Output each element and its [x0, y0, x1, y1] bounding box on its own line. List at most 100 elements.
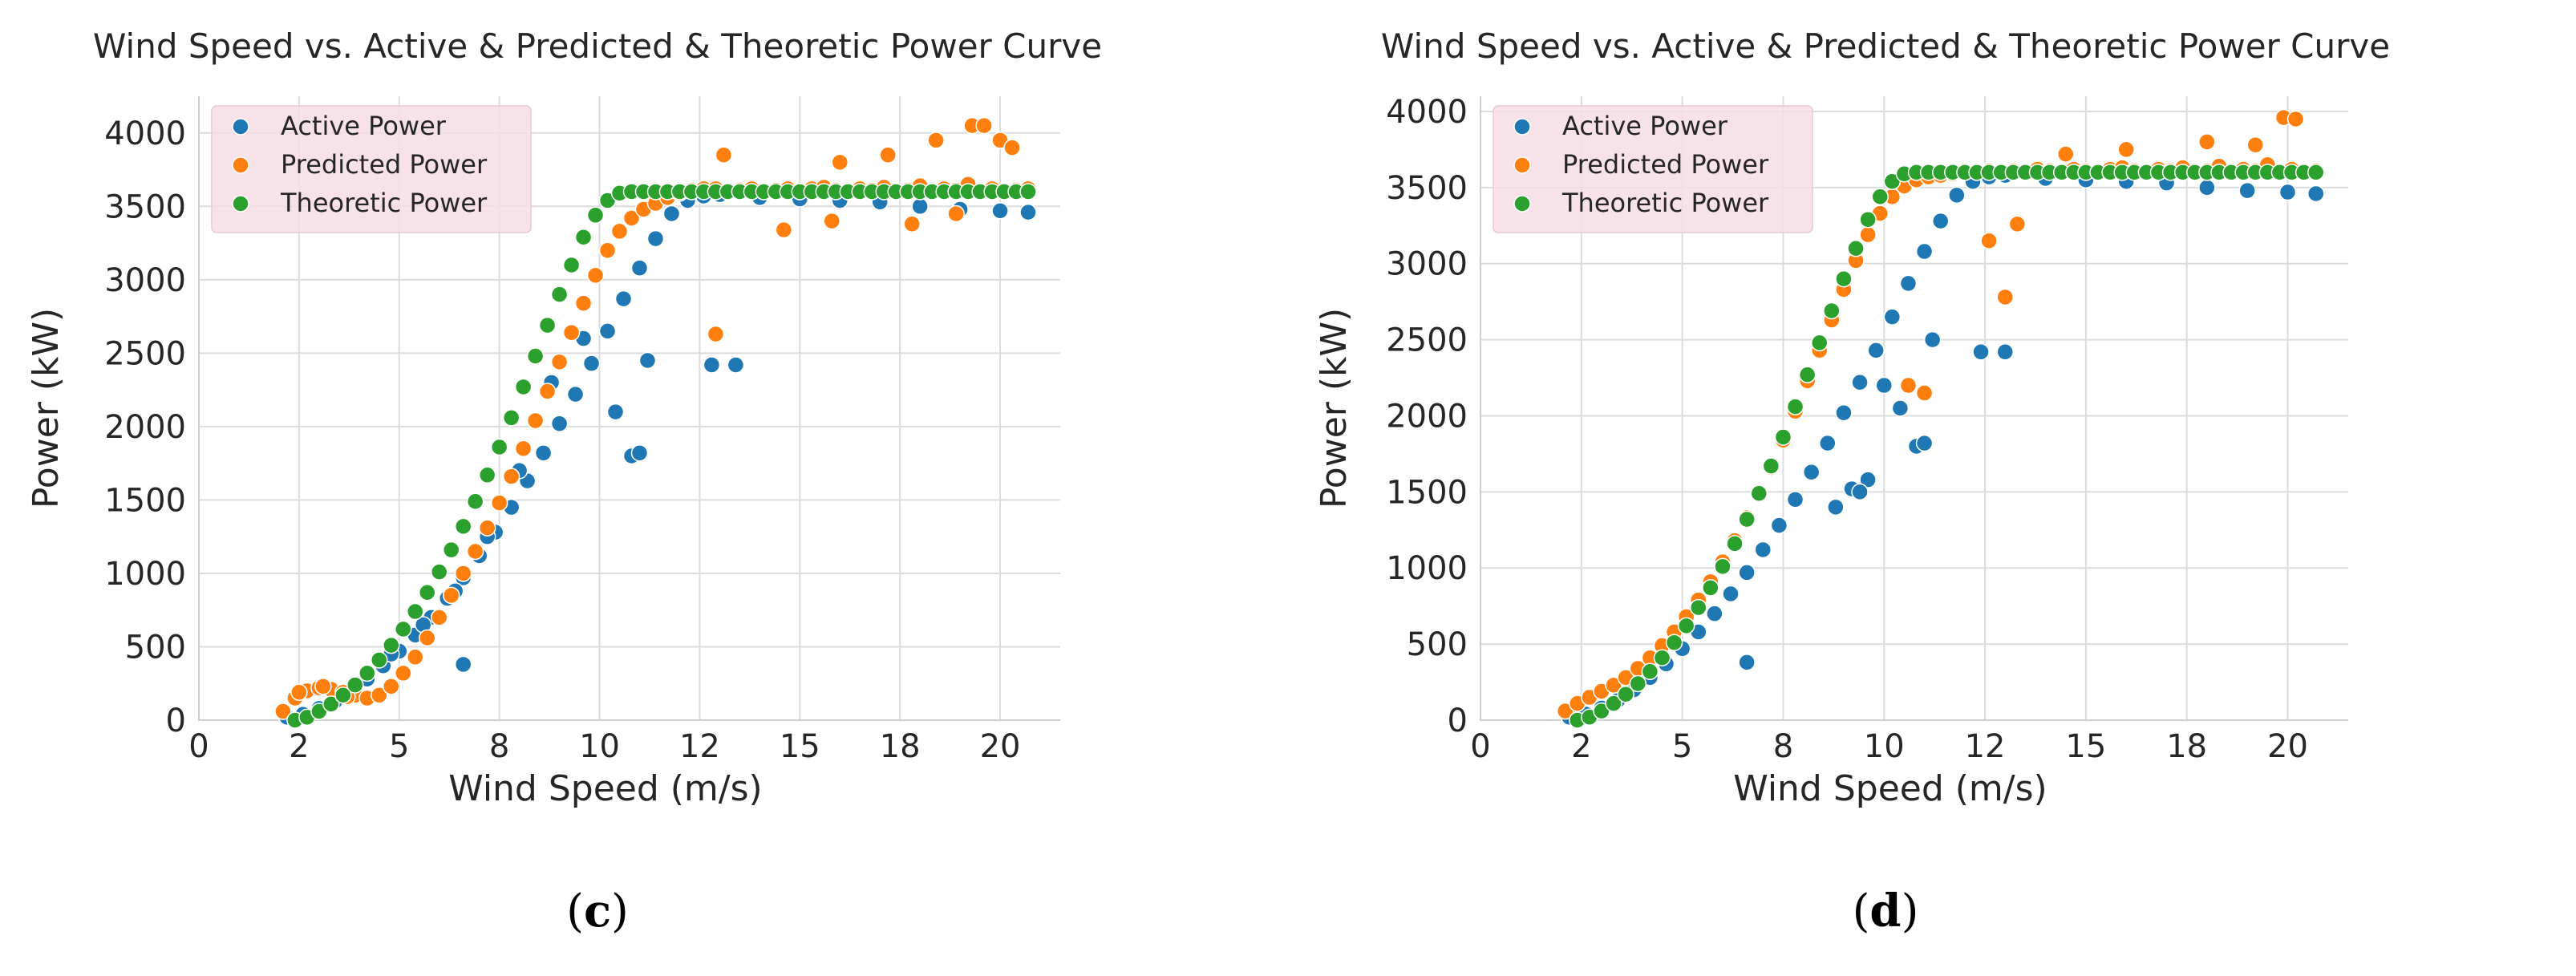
- scatter-point: [1883, 172, 1902, 191]
- scatter-point: [538, 316, 557, 334]
- scatter-point: [274, 703, 292, 720]
- y-tick-label: 500: [1407, 626, 1468, 663]
- scatter-point: [1996, 343, 2014, 361]
- scatter-point: [703, 356, 721, 374]
- x-tick-label: 15: [2065, 728, 2106, 765]
- scatter-point: [1677, 617, 1695, 635]
- scatter-point: [1605, 676, 1622, 695]
- scatter-point: [550, 415, 569, 432]
- scatter-point: [2008, 215, 2027, 233]
- panel-label: (c): [566, 885, 629, 938]
- y-tick-label: 1000: [104, 556, 186, 593]
- y-tick-label: 0: [166, 703, 186, 739]
- scatter-point: [947, 205, 965, 223]
- scatter-point: [526, 347, 545, 365]
- scatter-point: [566, 385, 585, 403]
- scatter-point: [707, 325, 725, 343]
- scatter-point: [598, 241, 617, 259]
- legend-box: [1493, 105, 1813, 233]
- scatter-point: [514, 378, 533, 396]
- legend-marker: [232, 195, 249, 213]
- legend-marker: [1513, 195, 1531, 213]
- scatter-point: [534, 444, 553, 462]
- scatter-point: [2056, 145, 2075, 163]
- panel-label-open-paren: (: [566, 885, 584, 938]
- y-tick-label: 1500: [104, 482, 186, 519]
- scatter-point: [454, 517, 472, 536]
- scatter-point: [2238, 181, 2256, 200]
- scatter-point: [1871, 188, 1889, 205]
- scatter-point: [490, 438, 508, 456]
- y-tick-label: 3000: [104, 262, 186, 299]
- scatter-point: [290, 683, 308, 701]
- scatter-point: [406, 648, 424, 666]
- scatter-point: [418, 629, 436, 647]
- y-tick-label: 3500: [1386, 170, 1468, 207]
- x-axis-label: Wind Speed (m/s): [448, 768, 762, 809]
- scatter-point: [1810, 334, 1829, 352]
- scatter-point: [586, 266, 605, 285]
- x-tick-label: 10: [1864, 728, 1905, 765]
- scatter-point: [991, 202, 1009, 220]
- y-tick-label: 2500: [104, 335, 186, 372]
- scatter-point: [1605, 695, 1622, 712]
- scatter-point: [1003, 139, 1021, 156]
- x-tick-label: 15: [780, 728, 820, 765]
- scatter-point: [574, 294, 593, 312]
- scatter-point: [1762, 457, 1780, 475]
- scatter-point: [1722, 585, 1740, 603]
- scatter-point: [334, 686, 352, 704]
- scatter-point: [586, 206, 605, 225]
- scatter-point: [1915, 384, 1934, 402]
- scatter-point: [638, 351, 657, 370]
- scatter-point: [1835, 269, 1853, 288]
- x-tick-label: 5: [1672, 728, 1692, 765]
- scatter-point: [538, 383, 557, 400]
- legend-label: Predicted Power: [1562, 149, 1769, 180]
- scatter-point: [1875, 376, 1894, 395]
- scatter-point: [550, 286, 569, 303]
- scatter-point: [911, 197, 929, 216]
- panel-label-open-paren: (: [1853, 885, 1870, 938]
- x-tick-label: 20: [2267, 728, 2308, 765]
- scatter-point: [314, 678, 332, 695]
- y-tick-label: 0: [1448, 703, 1468, 739]
- scatter-point: [2307, 184, 2325, 203]
- scatter-point: [562, 323, 581, 342]
- legend: Active Power Predicted Power Theoretic Pow…: [211, 105, 532, 233]
- scatter-point: [1702, 579, 1719, 597]
- scatter-point: [1883, 308, 1902, 326]
- scatter-point: [823, 212, 841, 230]
- y-tick-label: 2500: [1386, 322, 1468, 359]
- scatter-point: [478, 519, 496, 537]
- chart-title: Wind Speed vs. Active & Predicted & Theo…: [93, 26, 1102, 66]
- scatter-point: [502, 468, 520, 485]
- scatter-point: [1859, 210, 1877, 229]
- series-theoretic-power: [1569, 164, 2325, 729]
- scatter-point: [1019, 203, 1037, 221]
- y-tick-label: 4000: [104, 115, 186, 152]
- scatter-point: [1556, 702, 1574, 720]
- legend-box: [211, 105, 532, 233]
- scatter-point: [478, 466, 496, 484]
- scatter-point: [526, 411, 545, 430]
- panel-label-letter: d: [1869, 885, 1901, 938]
- axes-spine: [1480, 96, 2348, 721]
- scatter-point: [442, 541, 460, 559]
- scatter-point: [2246, 136, 2265, 154]
- scatter-point: [1690, 598, 1707, 617]
- scatter-point: [606, 403, 625, 421]
- y-axis-label: Power (kW): [26, 308, 67, 508]
- scatter-point: [1915, 434, 1934, 452]
- scatter-point: [346, 676, 364, 694]
- scatter-point: [1923, 330, 1942, 349]
- legend-label: Active Power: [281, 111, 447, 141]
- scatter-point: [831, 153, 849, 172]
- scatter-point: [395, 620, 412, 638]
- y-tick-label: 2000: [104, 409, 186, 446]
- x-tick-label: 2: [1571, 728, 1591, 765]
- scatter-point: [1774, 428, 1792, 446]
- scatter-point: [490, 494, 508, 512]
- scatter-point: [775, 221, 793, 239]
